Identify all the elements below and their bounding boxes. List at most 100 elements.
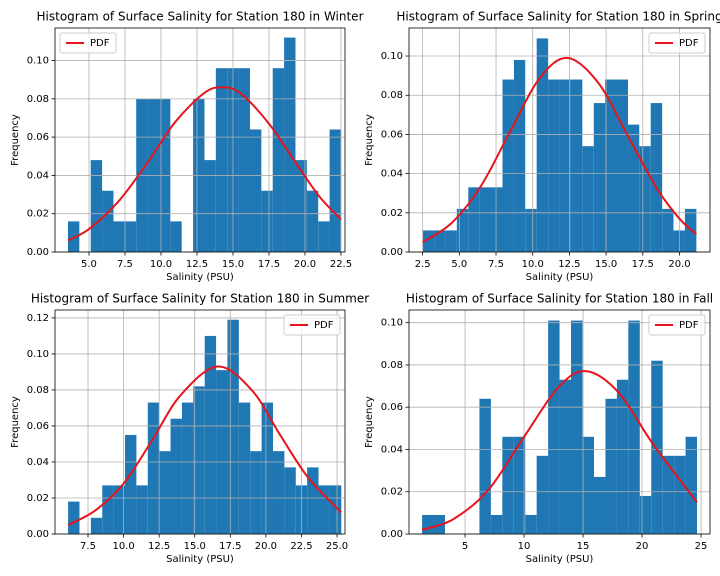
bar xyxy=(627,124,640,252)
bar xyxy=(102,485,114,534)
legend: PDF xyxy=(59,32,117,54)
subplot: 0.00 0.02 0.04 0.06 0.08 0.10 5 10 15 20 25 Histogr… xyxy=(364,292,713,566)
bar xyxy=(249,129,262,252)
x-axis-label: Salinity (PSU) xyxy=(526,272,594,283)
x-tick-label: 5.0 xyxy=(451,259,467,270)
axes-frame xyxy=(408,309,711,535)
bar xyxy=(513,59,526,253)
y-tick-label: 0.00 xyxy=(381,247,403,258)
bar xyxy=(238,402,251,534)
bar xyxy=(284,467,296,534)
subplot-title: Histogram of Surface Salinity for Statio… xyxy=(406,292,713,306)
x-axis-label: Salinity (PSU) xyxy=(526,554,594,565)
bar xyxy=(113,485,126,534)
bar xyxy=(639,495,652,534)
bar xyxy=(204,160,216,252)
bar xyxy=(68,501,80,534)
x-tick-label: 25.0 xyxy=(326,541,348,552)
bar xyxy=(125,434,137,534)
bar xyxy=(491,187,503,252)
pdf-line xyxy=(421,370,698,531)
x-tick-label: 10.0 xyxy=(112,541,134,552)
bar xyxy=(422,514,434,534)
legend-label: PDF xyxy=(314,320,334,331)
bar xyxy=(261,190,273,252)
y-tick-label: 0.08 xyxy=(27,385,49,396)
bar xyxy=(548,320,560,534)
y-tick-label: 0.04 xyxy=(27,457,49,468)
bar xyxy=(216,370,228,534)
legend: PDF xyxy=(648,32,706,54)
bar xyxy=(422,230,435,252)
bar xyxy=(582,436,595,534)
y-tick-label: 0.12 xyxy=(27,313,49,324)
bar xyxy=(594,476,606,534)
bar xyxy=(227,319,239,534)
x-axis-label: Salinity (PSU) xyxy=(166,272,234,283)
legend-box xyxy=(648,32,706,54)
x-tick-label: 15.0 xyxy=(595,259,617,270)
bar xyxy=(479,398,491,534)
pdf-line xyxy=(67,86,342,242)
y-tick-label: 0.00 xyxy=(27,247,49,258)
bar xyxy=(124,221,137,252)
x-tick-label: 10 xyxy=(518,541,531,552)
bar xyxy=(318,485,330,534)
bar xyxy=(318,221,330,252)
bar xyxy=(639,146,651,252)
y-axis-label: Frequency xyxy=(10,396,21,448)
bar xyxy=(593,103,606,252)
y-tick-label: 0.04 xyxy=(381,169,403,180)
bar xyxy=(329,129,341,252)
bar xyxy=(250,451,262,534)
bar xyxy=(306,190,319,252)
y-tick-label: 0.08 xyxy=(381,360,403,371)
y-tick-label: 0.00 xyxy=(27,529,49,540)
subplot: 0.00 0.02 0.04 0.06 0.08 0.10 2.5 5.0 7.5 10.0 12.… xyxy=(364,10,720,284)
bar xyxy=(674,455,686,534)
y-tick-label: 0.06 xyxy=(27,132,49,143)
bar xyxy=(445,230,457,252)
axes-frame xyxy=(54,309,346,535)
bar xyxy=(261,402,273,534)
x-tick-label: 7.5 xyxy=(117,259,133,270)
x-tick-label: 17.5 xyxy=(258,259,280,270)
bar xyxy=(502,79,514,252)
x-tick-label: 12.5 xyxy=(558,259,580,270)
x-tick-label: 20.0 xyxy=(294,259,316,270)
bar xyxy=(295,160,307,252)
subplot-title: Histogram of Surface Salinity for Statio… xyxy=(37,10,364,24)
bar xyxy=(502,436,514,534)
x-tick-label: 25 xyxy=(695,541,708,552)
pdf-line xyxy=(67,365,343,526)
legend-label: PDF xyxy=(679,320,699,331)
bar xyxy=(490,514,503,534)
x-tick-label: 17.5 xyxy=(219,541,241,552)
y-tick-label: 0.02 xyxy=(27,209,49,220)
legend-label: PDF xyxy=(679,38,699,49)
bar xyxy=(525,514,537,534)
bar xyxy=(456,208,469,252)
bar xyxy=(468,187,480,252)
bar xyxy=(479,187,492,252)
bar xyxy=(616,379,629,534)
bar xyxy=(284,37,296,253)
x-tick-label: 22.5 xyxy=(290,541,312,552)
y-tick-label: 0.02 xyxy=(27,493,49,504)
y-tick-label: 0.00 xyxy=(381,529,403,540)
bar xyxy=(147,402,160,534)
x-tick-label: 20 xyxy=(636,541,649,552)
bar xyxy=(662,208,674,252)
axes-frame xyxy=(408,27,711,253)
y-tick-label: 0.10 xyxy=(381,318,403,329)
y-axis-label: Frequency xyxy=(364,114,375,166)
x-tick-label: 5 xyxy=(462,541,468,552)
bar xyxy=(215,68,228,252)
y-tick-label: 0.02 xyxy=(381,487,403,498)
bar xyxy=(513,436,526,534)
y-tick-label: 0.10 xyxy=(381,51,403,62)
axes-frame xyxy=(54,27,346,253)
bar xyxy=(434,230,446,252)
bar xyxy=(650,103,663,252)
